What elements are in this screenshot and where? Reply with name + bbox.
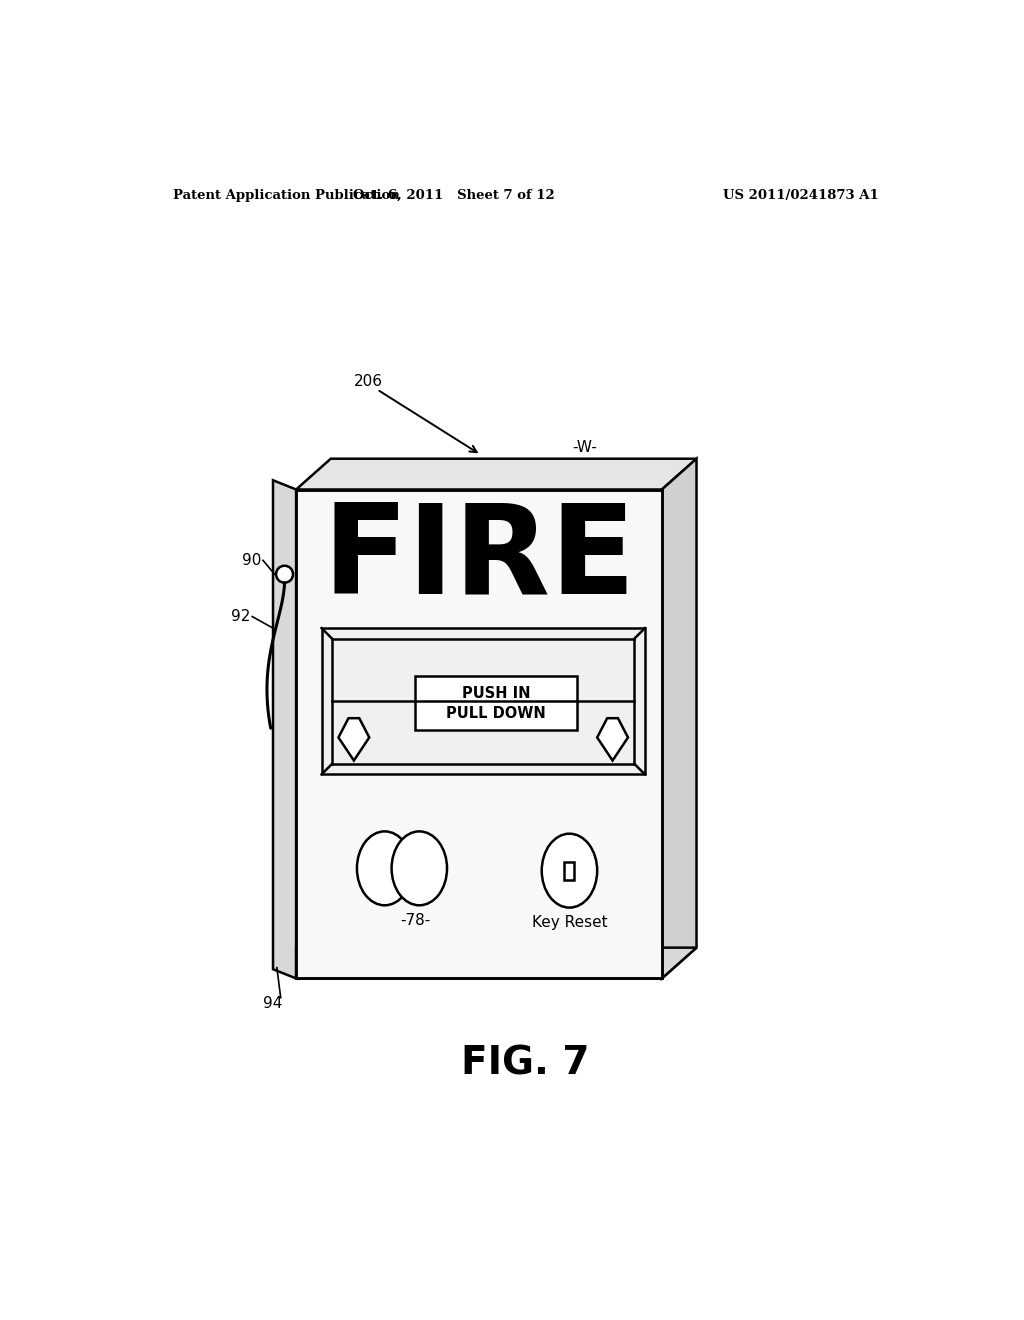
Polygon shape — [273, 480, 296, 978]
Polygon shape — [296, 459, 696, 490]
Text: PULL DOWN: PULL DOWN — [446, 706, 546, 721]
Ellipse shape — [391, 832, 447, 906]
Polygon shape — [416, 676, 578, 730]
Text: 90: 90 — [242, 553, 261, 568]
Text: -W-: -W- — [572, 440, 597, 454]
Text: Key Reset: Key Reset — [531, 915, 607, 929]
Polygon shape — [597, 718, 628, 760]
Text: US 2011/0241873 A1: US 2011/0241873 A1 — [723, 189, 879, 202]
Ellipse shape — [542, 834, 597, 908]
Circle shape — [276, 566, 293, 582]
Polygon shape — [322, 628, 645, 775]
Polygon shape — [662, 459, 696, 978]
Polygon shape — [296, 948, 696, 978]
Text: 206: 206 — [354, 374, 383, 389]
Text: Patent Application Publication: Patent Application Publication — [173, 189, 399, 202]
Text: PUSH IN: PUSH IN — [462, 685, 530, 701]
Text: FIRE: FIRE — [323, 499, 636, 619]
Polygon shape — [339, 718, 370, 760]
Text: -78-: -78- — [400, 913, 430, 928]
Text: 94: 94 — [263, 997, 283, 1011]
Ellipse shape — [357, 832, 413, 906]
Polygon shape — [296, 490, 662, 978]
Text: FIG. 7: FIG. 7 — [461, 1044, 589, 1082]
Text: Oct. 6, 2011   Sheet 7 of 12: Oct. 6, 2011 Sheet 7 of 12 — [353, 189, 555, 202]
Polygon shape — [564, 862, 574, 879]
Text: 92: 92 — [230, 609, 250, 624]
